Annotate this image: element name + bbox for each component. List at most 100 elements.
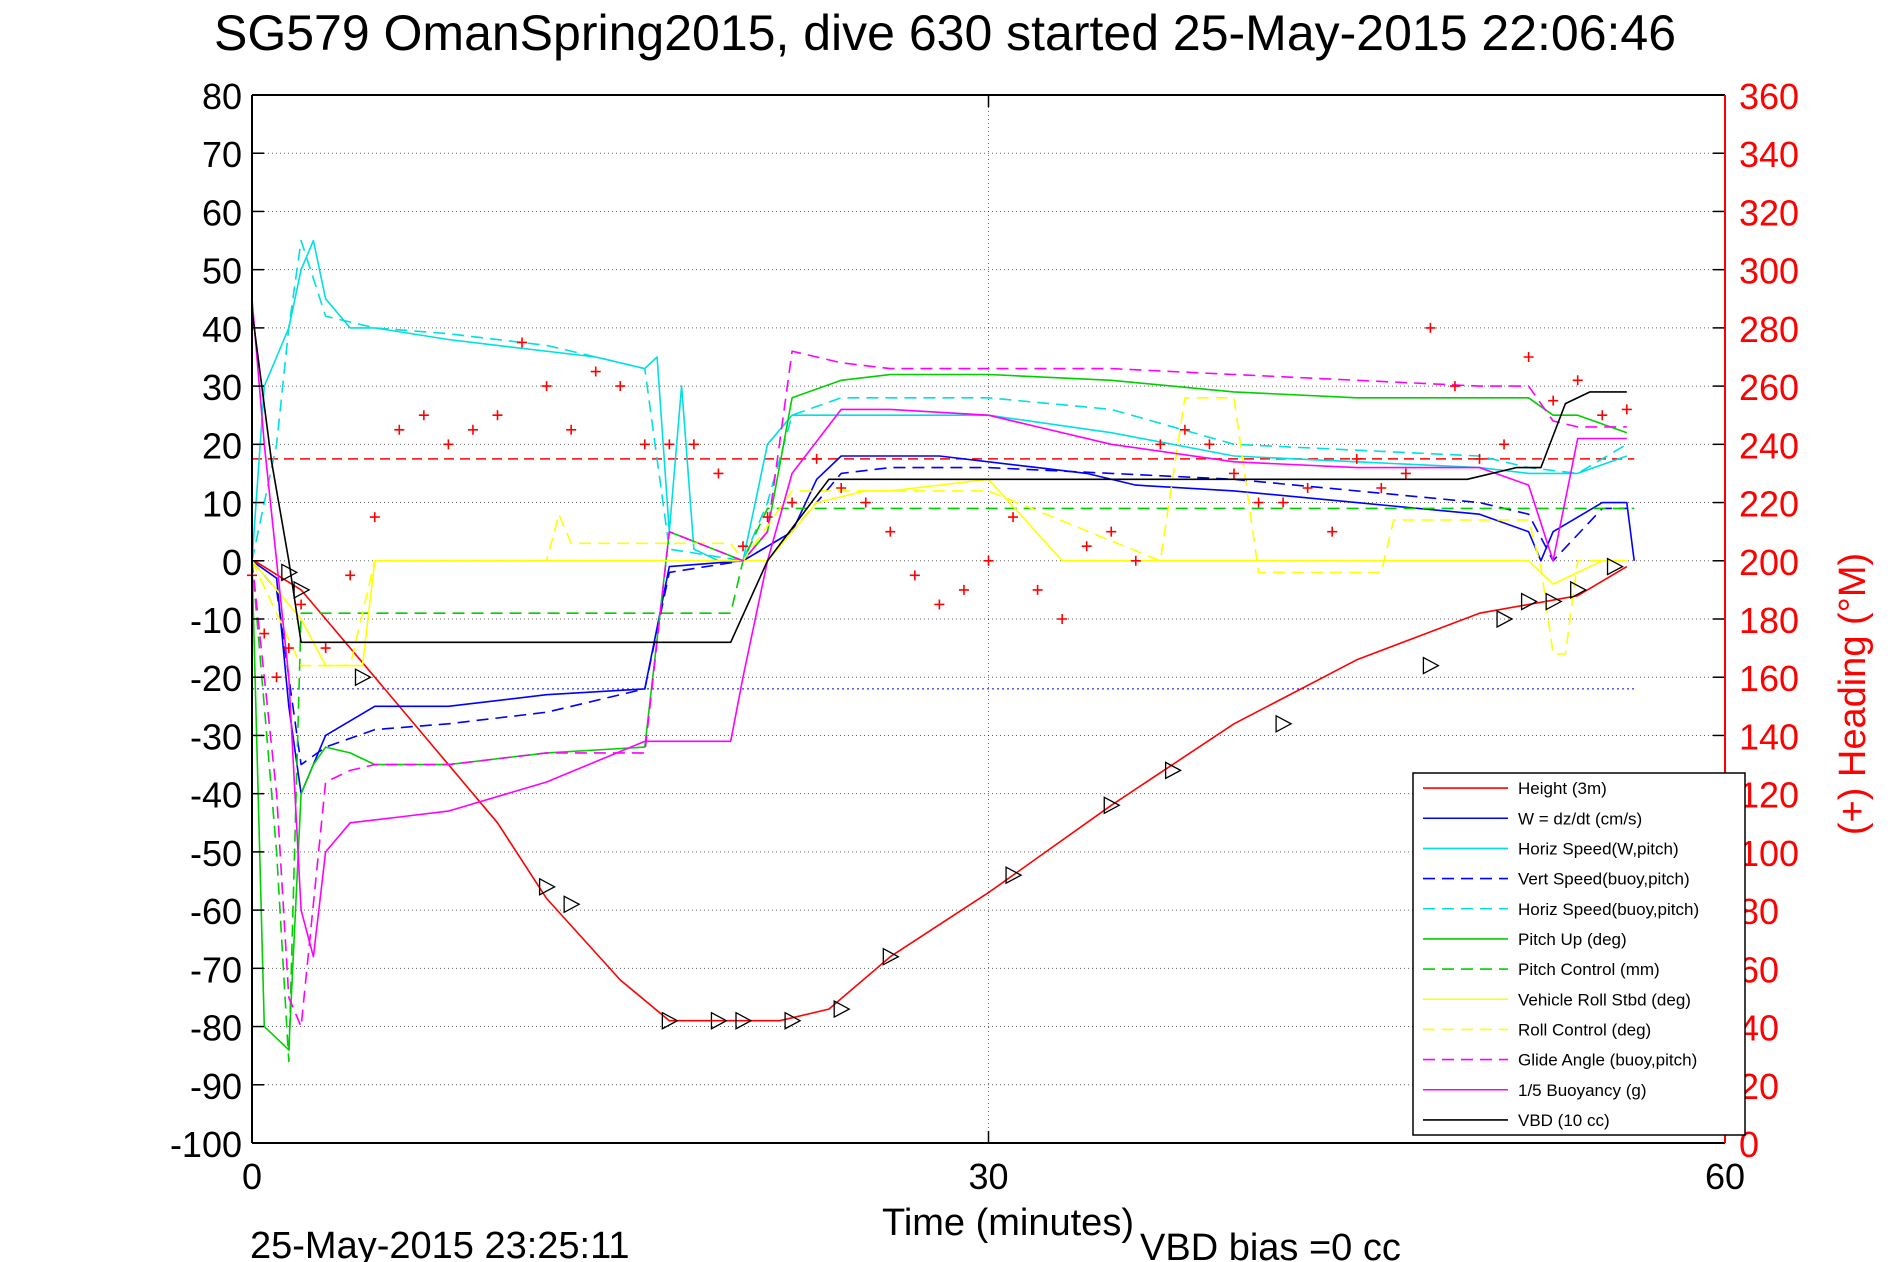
heading-point xyxy=(1376,483,1387,493)
heading-point xyxy=(1032,584,1043,595)
y-tick-label: 30 xyxy=(202,367,242,408)
height-marker xyxy=(538,877,556,896)
legend-label-11: 1/5 Buoyancy (g) xyxy=(1518,1081,1647,1100)
heading-point xyxy=(615,381,626,392)
heading-point xyxy=(934,599,945,610)
heading-point xyxy=(1327,526,1338,537)
height-marker xyxy=(1545,592,1563,611)
heading-point xyxy=(664,439,675,450)
series-line-11 xyxy=(251,298,1627,958)
height-marker xyxy=(661,1011,679,1030)
y-tick-label: -70 xyxy=(190,949,242,990)
y-tick-label: -10 xyxy=(190,600,242,641)
heading-point xyxy=(1253,497,1264,508)
heading-point xyxy=(1179,424,1190,435)
height-marker xyxy=(1606,557,1624,576)
height-marker xyxy=(1570,580,1588,599)
heading-point xyxy=(394,424,405,435)
x-tick-label: 60 xyxy=(1705,1156,1745,1197)
y-tick-label: -80 xyxy=(190,1008,242,1049)
height-marker xyxy=(1103,796,1121,815)
legend-label-12: VBD (10 cc) xyxy=(1518,1111,1610,1130)
y-tick-label: -60 xyxy=(190,891,242,932)
legend-label-4: Vert Speed(buoy,pitch) xyxy=(1518,870,1690,889)
x-axis-label: Time (minutes) xyxy=(882,1202,1134,1244)
heading-point xyxy=(1302,483,1313,493)
heading-point xyxy=(492,410,503,421)
right-tick-label: 240 xyxy=(1739,425,1799,466)
y-tick-label: 20 xyxy=(202,425,242,466)
heading-point xyxy=(320,643,331,654)
y-tick-label: -50 xyxy=(190,833,242,874)
height-marker xyxy=(1275,714,1293,733)
right-tick-label: 120 xyxy=(1739,775,1799,816)
legend-label-7: Pitch Control (mm) xyxy=(1518,960,1660,979)
height-marker xyxy=(710,1011,728,1030)
heading-point xyxy=(688,439,699,450)
legend-label-8: Vehicle Roll Stbd (deg) xyxy=(1518,990,1691,1009)
heading-point xyxy=(1204,439,1215,450)
height-marker xyxy=(1496,609,1514,629)
series-line-5 xyxy=(251,239,1628,562)
right-tick-label: 340 xyxy=(1739,134,1799,175)
legend-box xyxy=(1412,772,1746,1136)
heading-point xyxy=(1572,375,1583,386)
legend-label-2: W = dz/dt (cm/s) xyxy=(1518,809,1642,828)
legend-label-3: Horiz Speed(W,pitch) xyxy=(1518,839,1679,858)
heading-point xyxy=(1449,381,1460,392)
height-marker xyxy=(354,668,372,687)
right-tick-label: 200 xyxy=(1739,542,1799,583)
right-tick-label: 220 xyxy=(1739,484,1799,525)
series-line-2 xyxy=(251,455,1635,795)
height-marker xyxy=(563,895,581,914)
heading-point xyxy=(860,497,871,508)
series-line-10 xyxy=(251,350,1627,1028)
heading-point xyxy=(738,541,748,552)
heading-point xyxy=(541,381,552,392)
y-tick-label: -90 xyxy=(190,1066,242,1107)
y-tick-label: -40 xyxy=(190,775,242,816)
height-marker xyxy=(784,1011,802,1030)
heading-point xyxy=(713,468,724,479)
heading-point xyxy=(1351,453,1362,464)
heading-point xyxy=(1008,512,1019,523)
x-tick-label: 0 xyxy=(242,1156,262,1197)
heading-point xyxy=(1081,541,1092,552)
heading-point xyxy=(369,512,380,523)
heading-point xyxy=(639,439,650,450)
right-tick-label: 360 xyxy=(1739,76,1799,117)
heading-point xyxy=(467,424,478,435)
legend-label-5: Horiz Speed(buoy,pitch) xyxy=(1518,900,1699,919)
heading-point xyxy=(1229,468,1239,479)
height-marker xyxy=(735,1011,753,1030)
heading-point xyxy=(271,672,282,683)
height-marker xyxy=(882,947,900,966)
heading-point xyxy=(762,512,773,523)
heading-point xyxy=(590,366,601,377)
legend: Height (3m) W = dz/dt (cm/s) Horiz Speed(W… xyxy=(1412,772,1746,1136)
heading-point xyxy=(283,643,294,654)
right-tick-label: 260 xyxy=(1739,367,1799,408)
legend-label-9: Roll Control (deg) xyxy=(1518,1020,1651,1039)
heading-point xyxy=(909,570,920,581)
series-line-12 xyxy=(251,310,1627,644)
heading-point xyxy=(443,439,454,450)
heading-point xyxy=(1499,439,1510,450)
height-marker xyxy=(281,563,299,582)
legend-label-1: Height (3m) xyxy=(1518,779,1607,798)
heading-point xyxy=(1474,453,1485,464)
height-marker xyxy=(833,1000,851,1019)
heading-point xyxy=(983,555,994,566)
y-tick-label: 80 xyxy=(202,76,242,117)
heading-point xyxy=(1548,395,1559,406)
y-tick-label: 60 xyxy=(202,192,242,233)
heading-point xyxy=(259,628,270,639)
right-tick-label: 100 xyxy=(1739,833,1799,874)
heading-point xyxy=(1278,497,1289,508)
heading-point xyxy=(296,599,307,610)
right-axis-label: (+) Heading (°M) xyxy=(1832,553,1874,835)
timestamp-label: 25-May-2015 23:25:11 xyxy=(250,1225,630,1262)
heading-point xyxy=(1425,322,1436,333)
heading-point xyxy=(418,410,429,421)
